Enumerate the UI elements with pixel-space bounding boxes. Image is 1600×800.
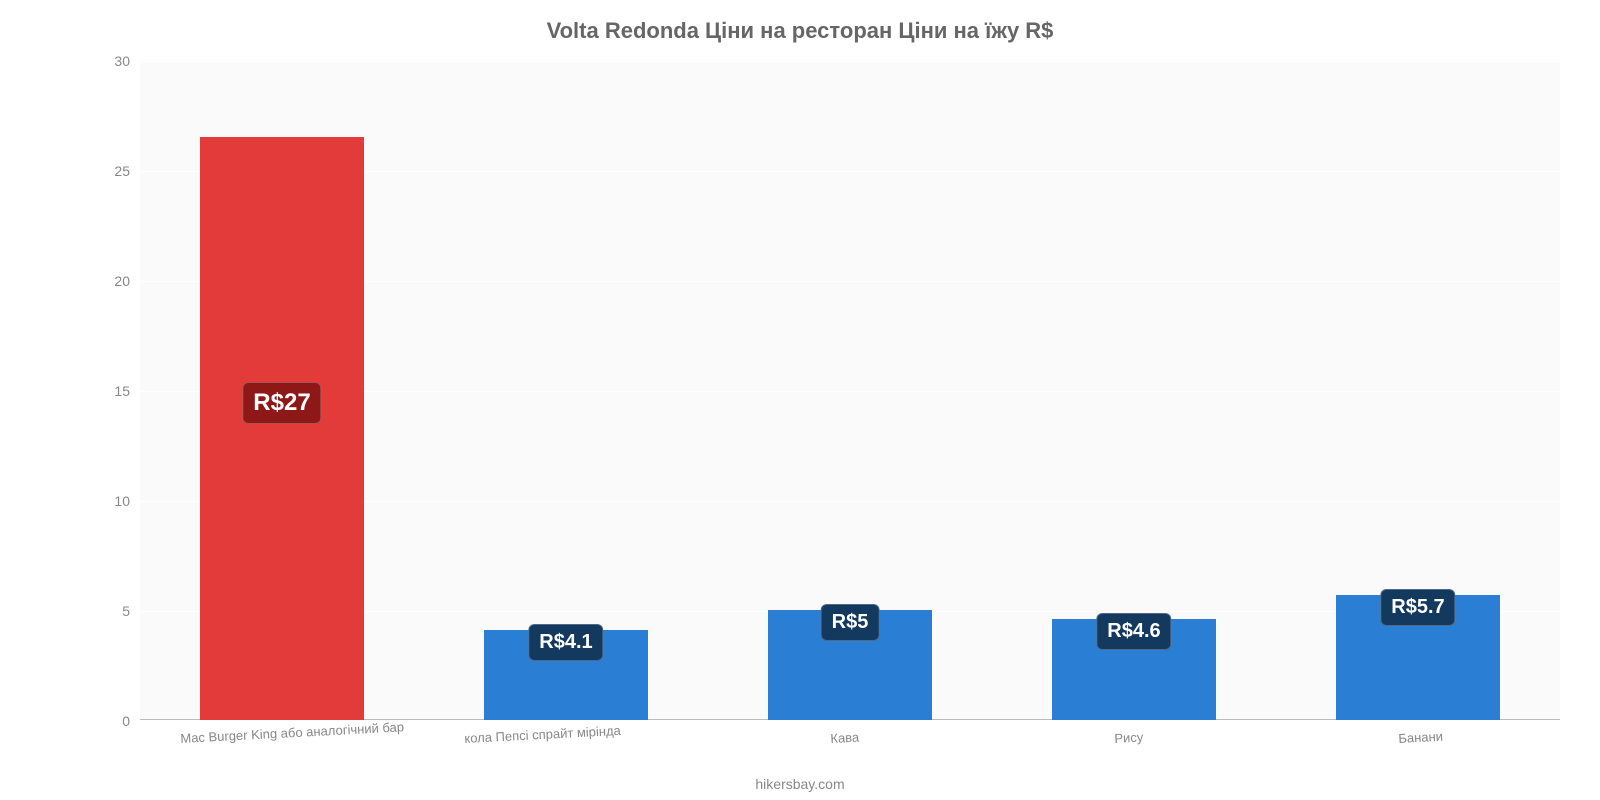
x-tick-label: Банани <box>1398 729 1443 746</box>
chart-plot: 051015202530 R$27R$4.1R$5R$4.6R$5.7 <box>140 60 1560 720</box>
y-tick-label: 30 <box>114 53 130 69</box>
chart-title: Volta Redonda Ціни на ресторан Ціни на ї… <box>0 0 1600 44</box>
bars-layer: R$27 R$4.1 R$5 R$4.6 R$5.7 <box>140 61 1560 720</box>
bar-value-badge: R$5.7 <box>1380 589 1455 626</box>
y-tick-label: 10 <box>114 493 130 509</box>
bar-value-badge: R$27 <box>242 382 321 424</box>
x-tick-label: Кава <box>830 729 860 745</box>
footer-credit: hikersbay.com <box>0 776 1600 792</box>
x-tick-label: Рису <box>1114 729 1144 745</box>
y-tick-label: 25 <box>114 163 130 179</box>
y-tick-label: 20 <box>114 273 130 289</box>
bar-value-badge: R$4.1 <box>528 624 603 661</box>
plot-area: 051015202530 R$27R$4.1R$5R$4.6R$5.7 <box>140 60 1560 720</box>
x-tick-label: кола Пепсі спрайт мірінда <box>464 723 621 746</box>
x-axis-labels: Mac Burger King або аналогічний баркола … <box>140 725 1560 765</box>
y-tick-label: 5 <box>122 603 130 619</box>
bar: R$4.6 <box>1052 619 1217 720</box>
bar: R$5 <box>768 610 933 720</box>
bar-value-badge: R$5 <box>821 604 880 641</box>
bar-value-badge: R$4.6 <box>1096 613 1171 650</box>
bar: R$27 <box>200 137 365 720</box>
x-tick-label: Mac Burger King або аналогічний бар <box>180 719 404 746</box>
y-tick-label: 0 <box>122 713 130 729</box>
bar: R$4.1 <box>484 630 649 720</box>
bar: R$5.7 <box>1336 595 1501 720</box>
y-tick-label: 15 <box>114 383 130 399</box>
